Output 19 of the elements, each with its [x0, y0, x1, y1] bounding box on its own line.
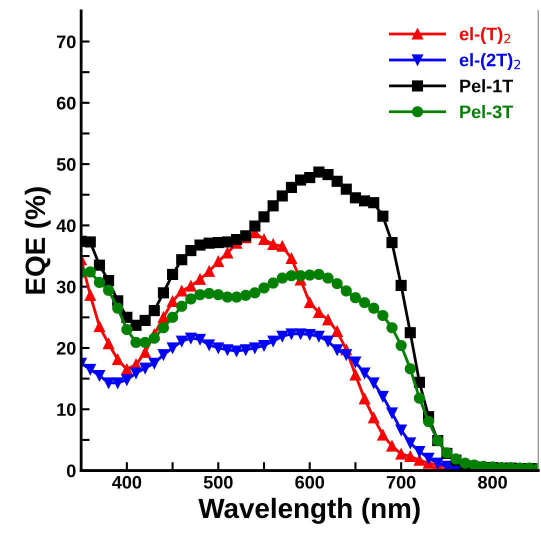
y-tick-label: 60: [56, 96, 76, 110]
y-tick-label: 70: [56, 35, 76, 48]
y-axis-title: EQE (%): [24, 187, 51, 294]
x-tick-label: 700: [386, 476, 416, 489]
y-tick-label: 30: [56, 280, 76, 294]
x-tick-label: 400: [112, 476, 142, 489]
y-tick-label: 20: [56, 342, 76, 355]
y-tick-label: 40: [56, 219, 76, 232]
y-tick-label: 10: [57, 403, 76, 416]
x-tick-label: 600: [295, 476, 324, 489]
legend-label: el-(T)$_{2}$: [460, 27, 510, 44]
x-tick-label: 500: [204, 476, 233, 489]
y-tick-label: 50: [56, 158, 76, 171]
x-tick-label: 800: [478, 476, 507, 489]
x-axis-title: Wavelength (nm): [198, 498, 420, 524]
legend-label: Pel-1T: [460, 79, 514, 92]
legend-label: el-(2T)$_{2}$: [460, 53, 520, 70]
y-tick-label: 0: [66, 464, 76, 478]
legend-label: Pel-3T: [460, 104, 514, 118]
